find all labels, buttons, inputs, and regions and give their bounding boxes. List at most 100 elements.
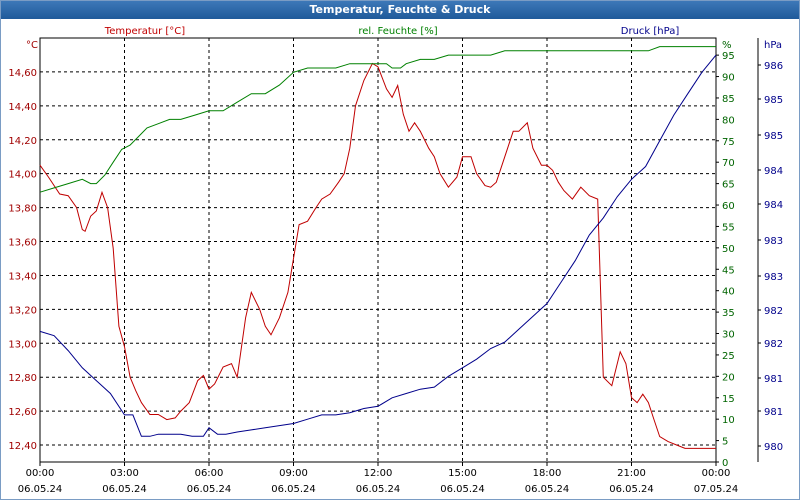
data-point-left	[96, 210, 97, 211]
data-point-mid	[532, 50, 533, 51]
data-point-mid	[180, 119, 181, 120]
data-point-left	[546, 165, 547, 166]
data-point-left	[307, 221, 308, 222]
data-point-right	[180, 434, 181, 435]
data-point-right	[169, 434, 170, 435]
data-point-left	[386, 88, 387, 89]
data-point-left	[189, 402, 190, 403]
data-point-right	[39, 331, 40, 332]
data-point-left	[166, 419, 167, 420]
y-left-tick-label: 13,40	[8, 271, 37, 282]
data-point-left	[321, 199, 322, 200]
data-point-left	[107, 207, 108, 208]
data-point-mid	[54, 187, 55, 188]
y-mid-tick-label: 40	[722, 287, 735, 298]
data-point-right	[561, 282, 562, 283]
y-right-tick-label: 980	[764, 442, 783, 453]
data-point-mid	[434, 59, 435, 60]
data-point-left	[541, 165, 542, 166]
data-point-left	[251, 292, 252, 293]
data-point-left	[420, 131, 421, 132]
data-point-left	[338, 182, 339, 183]
y-right-tick-label: 983	[764, 236, 783, 247]
y-left-unit: °C	[26, 40, 38, 51]
data-point-mid	[104, 175, 105, 176]
y-mid-tick-label: 30	[722, 330, 735, 341]
data-point-mid	[121, 149, 122, 150]
data-point-left	[684, 448, 685, 449]
data-point-left	[637, 402, 638, 403]
data-point-right	[349, 412, 350, 413]
y-mid-tick-label: 45	[722, 265, 735, 276]
data-point-right	[518, 329, 519, 330]
legend-label: rel. Feuchte [%]	[358, 26, 437, 37]
y-left-tick-label: 12,80	[8, 373, 37, 384]
data-point-left	[344, 173, 345, 174]
data-point-left	[668, 441, 669, 442]
data-point-left	[315, 207, 316, 208]
y-left-tick-label: 13,00	[8, 339, 37, 350]
data-point-left	[197, 380, 198, 381]
y-left-tick-label: 12,60	[8, 407, 37, 418]
y-right-tick-label: 981	[764, 374, 783, 385]
y-left-tick-label: 13,20	[8, 305, 37, 316]
data-point-right	[476, 359, 477, 360]
data-point-right	[124, 414, 125, 415]
x-tick-label: 21:00	[617, 468, 646, 479]
data-point-right	[208, 427, 209, 428]
x-date-label: 06.05.24	[18, 484, 63, 495]
data-point-left	[603, 377, 604, 378]
data-point-right	[110, 393, 111, 394]
data-point-mid	[420, 59, 421, 60]
data-point-mid	[223, 110, 224, 111]
data-point-left	[76, 207, 77, 208]
data-point-mid	[715, 46, 716, 47]
data-point-right	[82, 367, 83, 368]
data-point-left	[397, 85, 398, 86]
data-point-left	[293, 258, 294, 259]
data-point-left	[484, 185, 485, 186]
data-point-left	[85, 231, 86, 232]
grid	[40, 38, 716, 462]
data-point-left	[462, 156, 463, 157]
data-point-mid	[462, 55, 463, 56]
data-point-left	[124, 346, 125, 347]
data-point-left	[642, 394, 643, 395]
data-point-left	[48, 177, 49, 178]
y-mid-tick-label: 85	[722, 94, 735, 105]
y-left-tick-label: 13,60	[8, 238, 37, 249]
data-point-left	[141, 402, 142, 403]
data-point-left	[208, 389, 209, 390]
data-point-left	[552, 170, 553, 171]
data-point-right	[673, 115, 674, 116]
series-line-mid	[39, 46, 716, 193]
x-tick-label: 00:00	[26, 468, 55, 479]
data-point-left	[625, 363, 626, 364]
data-point-mid	[504, 50, 505, 51]
data-point-left	[408, 131, 409, 132]
data-point-left	[659, 436, 660, 437]
data-point-right	[307, 419, 308, 420]
x-date-label: 06.05.24	[187, 484, 232, 495]
data-point-right	[546, 303, 547, 304]
x-tick-label: 03:00	[110, 468, 139, 479]
data-point-left	[223, 366, 224, 367]
data-point-mid	[349, 63, 350, 64]
data-point-mid	[639, 50, 640, 51]
data-point-mid	[113, 162, 114, 163]
y-right-tick-label: 984	[764, 200, 783, 211]
data-point-right	[68, 350, 69, 351]
data-point-mid	[631, 50, 632, 51]
data-point-left	[434, 156, 435, 157]
y-mid-tick-label: 25	[722, 351, 735, 362]
data-point-left	[572, 199, 573, 200]
data-point-mid	[363, 63, 364, 64]
data-point-left	[504, 156, 505, 157]
data-point-mid	[138, 136, 139, 137]
y-left-tick-label: 14,40	[8, 102, 37, 113]
data-point-left	[237, 377, 238, 378]
y-mid-unit: %	[722, 40, 732, 51]
data-point-left	[158, 414, 159, 415]
y-mid-tick-label: 15	[722, 394, 735, 405]
y-right-tick-label: 981	[764, 407, 783, 418]
